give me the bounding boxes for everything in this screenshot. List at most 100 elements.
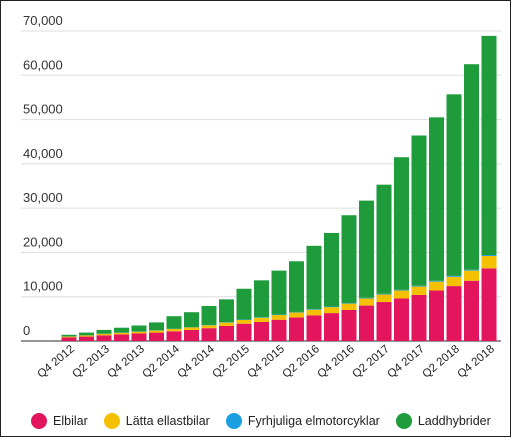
bar-segment: [184, 329, 199, 341]
legend-swatch: [395, 413, 412, 429]
bar-segment: [464, 280, 479, 341]
bar-segment: [411, 285, 427, 287]
bar-segment: [114, 332, 129, 335]
bar-segment: [166, 316, 182, 329]
bar-segment: [149, 330, 164, 333]
bar-segment: [219, 325, 234, 341]
bar-segment: [254, 280, 269, 318]
bar-segment: [394, 298, 409, 341]
bar-segment: [341, 303, 357, 310]
x-tick-label: Q4 2018: [455, 343, 497, 381]
bar-segment: [306, 309, 322, 310]
bar-segment: [411, 286, 427, 295]
x-tick-label: Q4 2016: [315, 343, 357, 381]
bar-segment: [79, 336, 94, 341]
bar-segment: [446, 275, 462, 277]
x-tick-label: Q4 2015: [245, 343, 287, 381]
bar-segment: [324, 232, 339, 307]
bar-segment: [464, 270, 479, 281]
bar-segment: [376, 293, 392, 295]
bar-segment: [429, 290, 444, 341]
bar-segment: [289, 317, 304, 341]
bar-segment: [359, 200, 374, 298]
bar-segment: [394, 157, 409, 290]
bar-segment: [236, 319, 252, 324]
bar-segment: [306, 245, 322, 310]
legend: Elbilar Lätta ellastbilar Fyrhjuliga elmot…: [1, 413, 510, 429]
bar-segment: [131, 325, 147, 332]
bar-segment: [149, 332, 164, 341]
bar-segment: [324, 307, 339, 314]
bar-segment: [394, 289, 409, 291]
legend-label: Elbilar: [53, 414, 88, 428]
bar-segment: [481, 255, 497, 256]
bar-segment: [114, 334, 129, 341]
bar-segment: [481, 255, 497, 269]
bar-segment: [341, 310, 357, 341]
legend-label: Fyrhjuliga elmotorcyklar: [247, 414, 380, 428]
bar-segment: [184, 312, 199, 328]
y-tick-label: 20,000: [23, 234, 63, 249]
y-tick-label: 50,000: [23, 102, 63, 117]
bar-segment: [324, 306, 339, 308]
bar-segment: [166, 329, 182, 332]
legend-item: Laddhybrider: [395, 413, 491, 429]
bar-segment: [411, 135, 427, 286]
bar-segment: [271, 319, 287, 341]
bar-segment: [289, 261, 304, 312]
bar-segment: [184, 327, 199, 330]
bar-segment: [446, 286, 462, 341]
bar-segment: [446, 276, 462, 287]
bar-segment: [149, 322, 164, 331]
bar-segment: [166, 331, 182, 341]
x-tick-label: Q4 2017: [385, 343, 427, 381]
x-tick-label: Q4 2012: [35, 343, 77, 381]
bar-segment: [376, 294, 392, 303]
x-tick-label: Q4 2014: [175, 343, 217, 381]
bar-segment: [481, 35, 497, 256]
y-tick-label: 30,000: [23, 190, 63, 205]
bar-segment: [411, 294, 427, 341]
x-tick-label: Q2 2017: [350, 343, 392, 381]
bar-segment: [394, 290, 409, 299]
legend-item: Fyrhjuliga elmotorcyklar: [225, 413, 380, 429]
x-tick-label: Q2 2013: [70, 343, 112, 381]
bar-segment: [96, 335, 112, 341]
y-tick-label: 10,000: [23, 279, 63, 294]
legend-swatch: [103, 413, 120, 429]
bar-segment: [236, 323, 252, 341]
legend-label: Laddhybrider: [417, 414, 491, 428]
x-tick-label: Q4 2013: [105, 343, 147, 381]
y-tick-label: 0: [23, 323, 30, 338]
bar-segment: [96, 329, 112, 334]
bar-segment: [114, 327, 129, 333]
bar-segment: [306, 315, 322, 341]
bar-segment: [271, 270, 287, 315]
bar-segment: [201, 328, 217, 341]
bar-segment: [201, 325, 217, 329]
x-tick-label: Q2 2018: [420, 343, 462, 381]
bar-segment: [376, 302, 392, 341]
bar-segment: [429, 281, 444, 291]
bar-segment: [61, 334, 77, 337]
legend-swatch: [225, 413, 242, 429]
y-tick-label: 70,000: [23, 13, 63, 28]
bar-segment: [131, 333, 147, 341]
y-tick-label: 40,000: [23, 146, 63, 161]
bar-segment: [201, 306, 217, 325]
bar-segment: [359, 305, 374, 341]
x-tick-label: Q2 2016: [280, 343, 322, 381]
bar-segment: [79, 332, 94, 336]
y-tick-label: 60,000: [23, 57, 63, 72]
bar-segment: [359, 298, 374, 306]
bar-segment: [359, 297, 374, 299]
x-tick-label: Q2 2014: [140, 343, 182, 381]
bar-segment: [464, 269, 479, 271]
bar-segment: [61, 336, 77, 338]
x-tick-label: Q2 2015: [210, 343, 252, 381]
legend-swatch: [31, 413, 47, 429]
bar-segment: [481, 268, 497, 341]
bar-segment: [219, 322, 234, 326]
bar-segment: [429, 280, 444, 282]
